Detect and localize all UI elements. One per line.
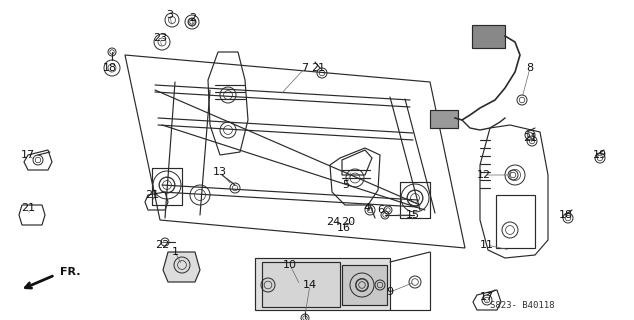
- Text: 23: 23: [153, 33, 167, 43]
- Text: S823- B40118: S823- B40118: [490, 300, 555, 309]
- Text: 3: 3: [167, 10, 174, 20]
- Text: 5: 5: [342, 180, 349, 190]
- Text: 22: 22: [155, 240, 169, 250]
- Text: 19: 19: [593, 150, 607, 160]
- Text: 21: 21: [21, 203, 35, 213]
- Text: 24: 24: [326, 217, 340, 227]
- Text: 21: 21: [145, 190, 159, 200]
- Text: 10: 10: [283, 260, 297, 270]
- Text: 21: 21: [311, 63, 325, 73]
- Text: 2: 2: [190, 13, 197, 23]
- Text: 9: 9: [387, 287, 394, 297]
- Text: 1: 1: [172, 247, 179, 257]
- Text: 13: 13: [213, 167, 227, 177]
- Text: 4: 4: [363, 203, 370, 213]
- Text: 12: 12: [477, 170, 491, 180]
- Text: 15: 15: [406, 210, 420, 220]
- Polygon shape: [255, 258, 390, 310]
- Text: 6: 6: [377, 205, 384, 215]
- Text: 17: 17: [21, 150, 35, 160]
- Text: 7: 7: [301, 63, 309, 73]
- Polygon shape: [342, 265, 387, 305]
- Text: 11: 11: [480, 240, 494, 250]
- Polygon shape: [262, 262, 340, 307]
- Text: 18: 18: [103, 63, 117, 73]
- Text: 8: 8: [526, 63, 534, 73]
- Text: 16: 16: [337, 223, 351, 233]
- Text: 17: 17: [480, 292, 494, 302]
- Text: FR.: FR.: [60, 267, 81, 277]
- Polygon shape: [163, 252, 200, 282]
- Polygon shape: [472, 25, 505, 48]
- Text: 18: 18: [559, 210, 573, 220]
- Text: 21: 21: [523, 133, 537, 143]
- Text: 20: 20: [341, 217, 355, 227]
- Text: 14: 14: [303, 280, 317, 290]
- Polygon shape: [430, 110, 458, 128]
